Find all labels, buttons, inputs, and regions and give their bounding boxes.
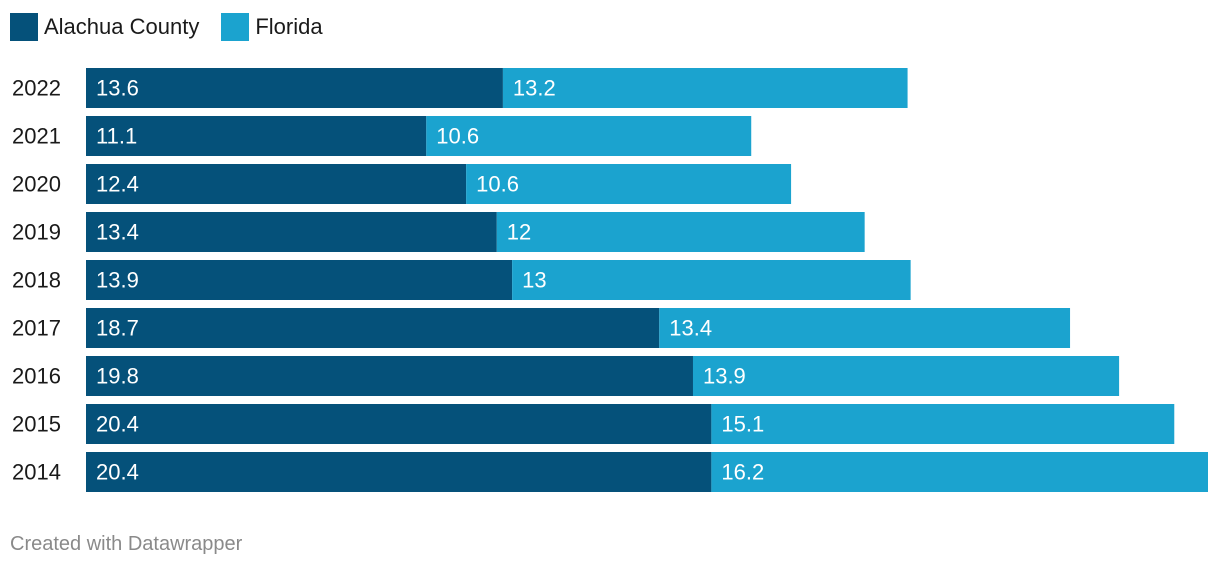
value-label-florida: 13 bbox=[522, 268, 546, 293]
year-label: 2021 bbox=[12, 124, 61, 149]
bar-row-2019: 2019 13.4 12 bbox=[12, 212, 865, 252]
bar-row-2014: 2014 20.4 16.2 bbox=[12, 452, 1208, 492]
value-label-florida: 13.2 bbox=[513, 76, 556, 101]
legend-label-florida: Florida bbox=[255, 14, 323, 39]
bar-florida-2018 bbox=[512, 260, 911, 300]
year-label: 2017 bbox=[12, 316, 61, 341]
bar-row-2016: 2016 19.8 13.9 bbox=[12, 356, 1120, 396]
bar-alachua-2017 bbox=[86, 308, 660, 348]
value-label-alachua: 13.9 bbox=[96, 268, 139, 293]
bar-row-2021: 2021 11.1 10.6 bbox=[12, 116, 752, 156]
value-label-florida: 15.1 bbox=[721, 412, 764, 437]
year-label: 2022 bbox=[12, 76, 61, 101]
value-label-florida: 12 bbox=[507, 220, 531, 245]
value-label-alachua: 20.4 bbox=[96, 412, 139, 437]
bar-alachua-2019 bbox=[86, 212, 497, 252]
value-label-alachua: 12.4 bbox=[96, 172, 139, 197]
bar-alachua-2016 bbox=[86, 356, 693, 396]
bar-row-2018: 2018 13.9 13 bbox=[12, 260, 911, 300]
value-label-alachua: 11.1 bbox=[96, 124, 137, 149]
year-label: 2020 bbox=[12, 172, 61, 197]
value-label-florida: 13.4 bbox=[669, 316, 712, 341]
value-label-alachua: 13.6 bbox=[96, 76, 139, 101]
legend-swatch-alachua bbox=[10, 13, 38, 41]
bar-alachua-2021 bbox=[86, 116, 427, 156]
bar-row-2020: 2020 12.4 10.6 bbox=[12, 164, 792, 204]
bar-row-2022: 2022 13.6 13.2 bbox=[12, 68, 908, 108]
year-label: 2018 bbox=[12, 268, 61, 293]
bar-row-2017: 2017 18.7 13.4 bbox=[12, 308, 1071, 348]
bar-alachua-2020 bbox=[86, 164, 467, 204]
value-label-alachua: 19.8 bbox=[96, 364, 139, 389]
chart-legend: Alachua County Florida bbox=[10, 12, 323, 42]
bar-florida-2019 bbox=[496, 212, 865, 252]
datawrapper-credit: Created with Datawrapper bbox=[10, 533, 243, 555]
bar-florida-2014 bbox=[711, 452, 1208, 492]
bar-florida-2022 bbox=[502, 68, 908, 108]
year-label: 2015 bbox=[12, 412, 61, 437]
legend-label-alachua: Alachua County bbox=[44, 14, 200, 39]
value-label-florida: 10.6 bbox=[476, 172, 519, 197]
bar-florida-2017 bbox=[659, 308, 1071, 348]
value-label-alachua: 18.7 bbox=[96, 316, 139, 341]
bar-alachua-2014 bbox=[86, 452, 712, 492]
bar-alachua-2015 bbox=[86, 404, 712, 444]
value-label-florida: 10.6 bbox=[436, 124, 479, 149]
legend-item-alachua: Alachua County bbox=[10, 13, 199, 41]
legend-item-florida: Florida bbox=[221, 13, 323, 41]
legend-swatch-florida bbox=[221, 13, 250, 41]
bar-alachua-2018 bbox=[86, 260, 513, 300]
value-label-florida: 16.2 bbox=[721, 460, 764, 485]
year-label: 2014 bbox=[12, 460, 61, 485]
year-label: 2016 bbox=[12, 364, 61, 389]
bar-florida-2016 bbox=[692, 356, 1120, 396]
value-label-alachua: 20.4 bbox=[96, 460, 139, 485]
bar-florida-2020 bbox=[466, 164, 792, 204]
bar-florida-2015 bbox=[711, 404, 1175, 444]
bar-florida-2021 bbox=[426, 116, 752, 156]
value-label-alachua: 13.4 bbox=[96, 220, 139, 245]
stacked-bar-chart: 2022 13.6 13.2 2021 11.1 10.6 2020 12.4 10.6 2019… bbox=[12, 68, 1208, 492]
year-label: 2019 bbox=[12, 220, 61, 245]
bar-row-2015: 2015 20.4 15.1 bbox=[12, 404, 1175, 444]
bar-alachua-2022 bbox=[86, 68, 503, 108]
value-label-florida: 13.9 bbox=[703, 364, 746, 389]
